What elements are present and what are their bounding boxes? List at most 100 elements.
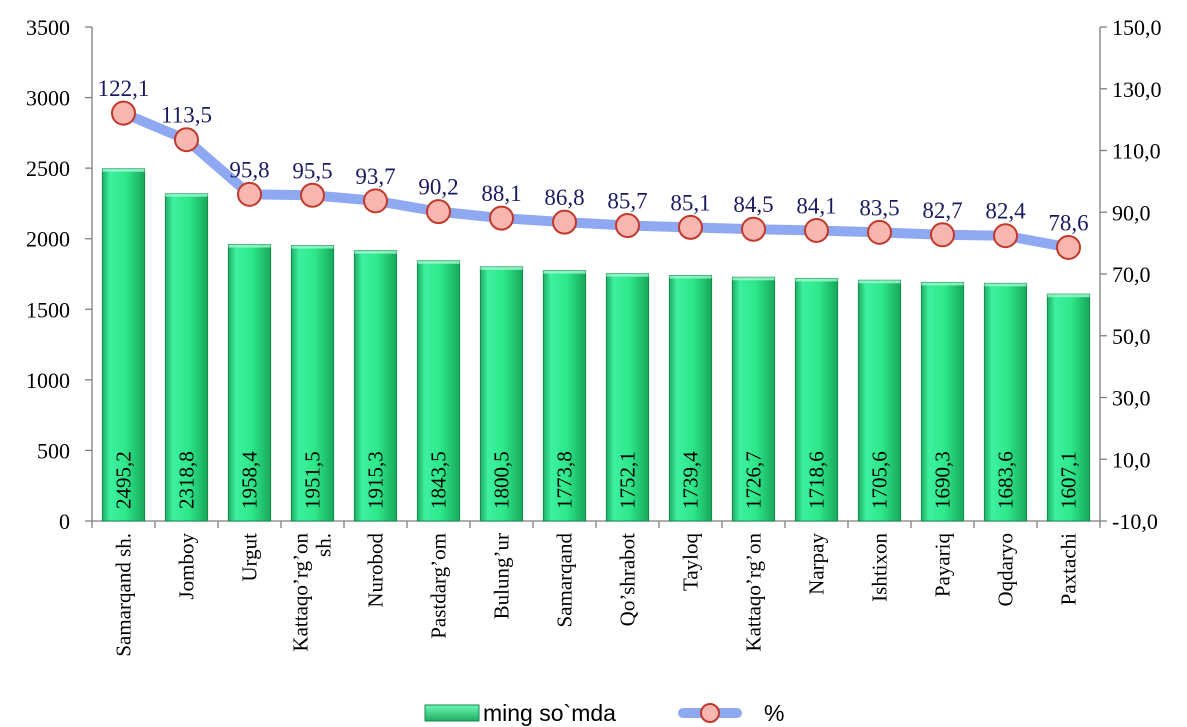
axes: 0 500 1000 1500 2000 2500 3000 3500 -10,0 10,0 30,… <box>26 15 1162 657</box>
bar <box>101 168 146 522</box>
category-label-line: Bulung’ur <box>490 533 514 619</box>
bar-top-highlight <box>165 193 208 197</box>
category-label: Bulung’ur <box>490 533 514 619</box>
bar-value-label: 1718,6 <box>805 451 829 509</box>
bar-value-label: 1705,6 <box>868 451 892 509</box>
percent-point-marker <box>300 182 325 208</box>
percent-point-marker <box>804 217 829 243</box>
percent-value-label: 88,1 <box>481 181 521 206</box>
percent-value-label: 86,8 <box>544 185 584 210</box>
bar-value-label: 1773,8 <box>553 451 577 509</box>
right-axis-tick-label: 150,0 <box>1112 15 1162 40</box>
category-label: Paxtachi <box>1057 533 1081 605</box>
bar-top-highlight <box>291 245 334 249</box>
percent-value-label: 82,4 <box>985 199 1026 224</box>
percent-point-marker <box>237 181 262 207</box>
right-axis-tick-label: 10,0 <box>1112 447 1151 472</box>
percent-value-label: 113,5 <box>161 103 212 128</box>
bar-top-highlight <box>228 244 271 248</box>
bar-top-highlight <box>921 282 964 286</box>
category-label-line: Paxtachi <box>1057 533 1081 605</box>
percent-value-label: 85,1 <box>670 190 710 215</box>
right-axis-tick-label: 130,0 <box>1112 77 1162 102</box>
left-axis-tick-label: 0 <box>59 509 70 534</box>
category-label-line: Urgut <box>238 533 262 582</box>
category-label: Narpay <box>805 533 829 595</box>
legend-bar-swatch <box>424 704 480 722</box>
category-label: Oqdaryo <box>994 533 1018 606</box>
category-label-line: Payariq <box>931 533 955 598</box>
bar-top-highlight <box>858 280 901 284</box>
bar-value-label: 1958,4 <box>238 451 262 509</box>
percent-point-marker <box>615 213 640 239</box>
legend-line-label: % <box>764 700 784 726</box>
bar-value-label: 1683,6 <box>994 451 1018 509</box>
bar <box>668 274 713 522</box>
percent-value-label: 95,8 <box>229 157 269 182</box>
right-axis-tick-label: 110,0 <box>1112 139 1161 164</box>
bar-value-label: 1690,3 <box>931 451 955 509</box>
bar-value-label: 1752,1 <box>616 451 640 509</box>
bar <box>794 277 839 522</box>
category-label-line: Samarqand sh. <box>112 533 136 657</box>
percent-value-label: 122,1 <box>98 76 150 101</box>
percent-line-path <box>118 108 1074 253</box>
bar-value-label: 2495,2 <box>112 451 136 509</box>
right-axis-tick-label: -10,0 <box>1112 509 1158 534</box>
category-label-line: Ishtixon <box>868 533 892 602</box>
category-label-line: Narpay <box>805 533 829 595</box>
left-axis-tick-label: 500 <box>37 438 70 463</box>
category-label: Urgut <box>238 533 262 582</box>
percent-point-marker <box>741 216 766 242</box>
left-axis-tick-label: 2000 <box>26 227 70 252</box>
legend: ming so`mda% <box>424 700 784 726</box>
category-label: Tayloq <box>679 533 703 592</box>
percent-point-marker <box>930 222 955 248</box>
category-label: Nurobod <box>364 533 388 608</box>
category-label-line: Oqdaryo <box>994 533 1018 606</box>
category-label: Pastdarg’om <box>427 533 451 639</box>
bar-top-highlight <box>480 266 523 270</box>
bar-value-label: 1915,3 <box>364 451 388 509</box>
category-label: Payariq <box>931 533 955 598</box>
legend-bar-label: ming so`mda <box>483 700 616 726</box>
category-label-line: Nurobod <box>364 533 388 608</box>
bar <box>857 279 902 522</box>
bar-value-label: 1726,7 <box>742 451 766 509</box>
bars <box>101 168 1091 522</box>
bar-value-label: 1843,5 <box>427 451 451 509</box>
percent-point-marker <box>489 205 514 231</box>
category-label-line: Kattaqo’rg’on <box>289 533 313 652</box>
percent-point-marker <box>111 100 136 126</box>
percent-point-marker <box>426 199 451 225</box>
bar-top-highlight <box>417 260 460 264</box>
bar-value-label: 1800,5 <box>490 451 514 509</box>
percent-line <box>111 100 1081 260</box>
left-axis-tick-label: 2500 <box>26 156 70 181</box>
category-label-line: Samarqand <box>553 533 577 628</box>
right-axis-tick-label: 70,0 <box>1112 262 1151 287</box>
bar-top-highlight <box>984 283 1027 287</box>
category-label: Jomboy <box>175 533 199 600</box>
right-axis-tick-label: 30,0 <box>1112 386 1151 411</box>
percent-point-marker <box>363 188 388 214</box>
bar <box>416 260 461 522</box>
percent-point-marker <box>552 209 577 235</box>
category-label-line: Jomboy <box>175 533 199 600</box>
bar <box>290 245 335 522</box>
percent-point-marker <box>867 219 892 245</box>
category-label: Samarqand <box>553 533 577 628</box>
bar-top-highlight <box>732 277 775 281</box>
bar-top-highlight <box>102 168 145 172</box>
bar-value-label: 1951,5 <box>301 451 325 509</box>
bar-top-highlight <box>669 275 712 279</box>
percent-point-marker <box>1056 234 1081 260</box>
left-axis-tick-label: 1500 <box>26 297 70 322</box>
right-axis-tick-label: 90,0 <box>1112 200 1151 225</box>
percent-value-label: 90,2 <box>418 175 458 200</box>
bar <box>227 244 272 522</box>
left-axis-tick-label: 3000 <box>26 86 70 111</box>
percent-value-label: 78,6 <box>1048 210 1088 235</box>
category-label: Kattaqo’rg’onsh. <box>289 533 336 652</box>
